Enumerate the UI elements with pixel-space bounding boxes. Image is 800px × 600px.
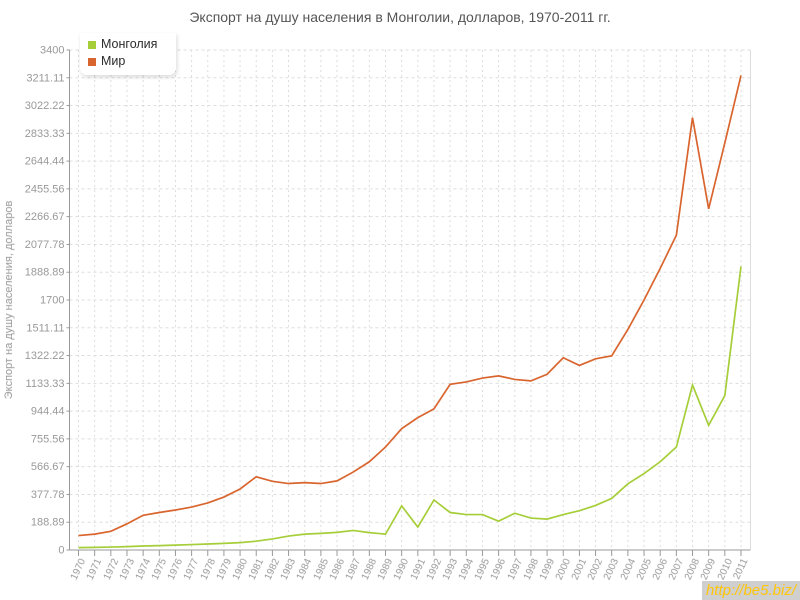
svg-text:1888.89: 1888.89 (25, 267, 65, 279)
svg-text:377.78: 377.78 (31, 489, 65, 501)
svg-text:188.89: 188.89 (31, 517, 65, 529)
svg-text:2455.56: 2455.56 (25, 183, 65, 195)
svg-text:3400: 3400 (40, 45, 64, 57)
svg-text:755.56: 755.56 (31, 433, 65, 445)
svg-text:3211.11: 3211.11 (26, 72, 64, 84)
svg-text:566.67: 566.67 (31, 461, 65, 473)
svg-text:2266.67: 2266.67 (25, 211, 65, 223)
svg-text:1700: 1700 (40, 295, 64, 307)
svg-text:0: 0 (58, 545, 64, 557)
svg-text:1322.22: 1322.22 (25, 350, 65, 362)
svg-text:2833.33: 2833.33 (25, 128, 65, 140)
svg-text:3022.22: 3022.22 (25, 100, 65, 112)
svg-text:1133.33: 1133.33 (26, 378, 65, 390)
svg-text:944.44: 944.44 (31, 406, 65, 418)
svg-text:2644.44: 2644.44 (25, 156, 65, 168)
svg-text:1511.11: 1511.11 (26, 322, 64, 334)
svg-text:2077.78: 2077.78 (25, 239, 65, 251)
